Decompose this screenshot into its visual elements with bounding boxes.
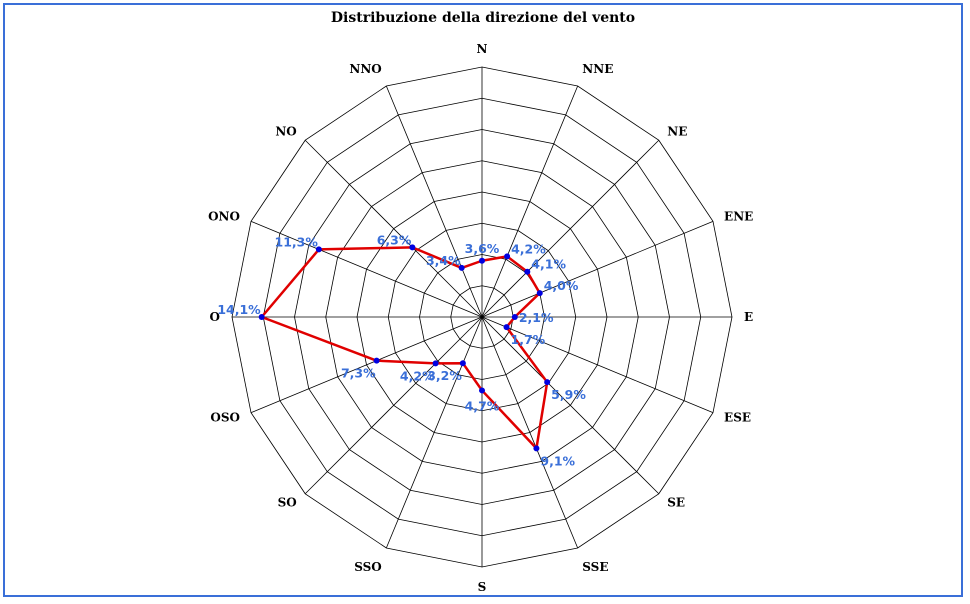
spoke-ono <box>250 220 483 318</box>
value-label-nne: 4,2% <box>511 241 546 256</box>
data-point-nne <box>504 253 511 260</box>
data-point-no <box>409 244 416 251</box>
value-label-no: 6,3% <box>377 232 412 247</box>
direction-label-s: S <box>478 580 487 594</box>
spoke-oso <box>250 316 483 414</box>
spoke-nne <box>481 85 579 318</box>
value-label-sse: 9,1% <box>540 453 575 468</box>
value-label-e: 2,1% <box>519 310 554 325</box>
spoke-no <box>304 139 483 318</box>
series-line <box>260 246 549 450</box>
data-point-ene <box>536 290 543 297</box>
value-label-ne: 4,1% <box>531 257 566 272</box>
direction-label-ese: ESE <box>724 410 751 424</box>
direction-label-nne: NNE <box>582 62 613 76</box>
series-polygon <box>260 246 549 450</box>
direction-label-o: O <box>210 310 220 324</box>
data-point-so <box>432 360 439 367</box>
value-labels: 3,6% 4,2%4,1%4,0%2,1%1,7%5,9%9,1%4,7%3,2%… <box>217 232 586 468</box>
value-label-ese: 1,7% <box>511 332 546 347</box>
spoke-sso <box>385 316 483 549</box>
data-point-o <box>258 314 265 320</box>
spoke-ene <box>481 220 714 318</box>
data-point-oso <box>373 357 380 364</box>
spoke-sse <box>481 316 579 549</box>
chart-title: Distribuzione della direzione del vento <box>330 10 636 26</box>
chart-frame <box>3 3 963 597</box>
direction-label-ene: ENE <box>724 210 753 224</box>
data-point-sse <box>533 445 540 452</box>
direction-label-nno: NNO <box>349 62 381 76</box>
direction-label-e: E <box>744 310 753 324</box>
spoke-ese <box>481 316 714 414</box>
data-point-n <box>479 257 485 264</box>
data-point-se <box>544 379 551 386</box>
data-point-e <box>511 314 518 320</box>
value-label-nno: 3,4% <box>426 253 461 268</box>
direction-label-so: SO <box>278 495 297 509</box>
spoke-ne <box>481 139 660 318</box>
data-point-s <box>479 387 485 394</box>
direction-labels: N NNE NE ENE E ESE SE SSE S SSO SO OSO O ONO NO NNO <box>208 42 753 594</box>
spoke-se <box>481 316 660 495</box>
value-label-n: 3,6% <box>465 241 500 256</box>
direction-label-ono: ONO <box>208 210 240 224</box>
direction-label-oso: OSO <box>210 410 240 424</box>
data-point-sso <box>459 360 466 367</box>
data-point-nno <box>458 264 465 271</box>
value-label-o: 14,1% <box>217 302 261 317</box>
direction-label-se: SE <box>667 495 685 509</box>
direction-label-sso: SSO <box>354 560 382 574</box>
direction-label-no: NO <box>275 125 296 139</box>
series-markers <box>258 244 551 452</box>
direction-label-sse: SSE <box>582 560 608 574</box>
radar-spokes <box>232 67 732 567</box>
value-label-oso: 7,3% <box>341 366 376 381</box>
value-label-se: 5,9% <box>551 387 586 402</box>
direction-label-ne: NE <box>667 125 687 139</box>
spoke-so <box>304 316 483 495</box>
value-label-so: 4,2% <box>400 368 435 383</box>
data-point-ese <box>503 324 510 331</box>
direction-label-n: N <box>477 42 488 56</box>
value-label-ene: 4,0% <box>544 278 579 293</box>
data-point-ono <box>315 246 322 253</box>
spoke-nno <box>385 85 483 318</box>
value-label-sso: 3,2% <box>427 368 462 383</box>
value-label-s: 4,7% <box>465 398 500 413</box>
value-label-ono: 11,3% <box>275 234 319 249</box>
data-point-ne <box>524 268 531 275</box>
